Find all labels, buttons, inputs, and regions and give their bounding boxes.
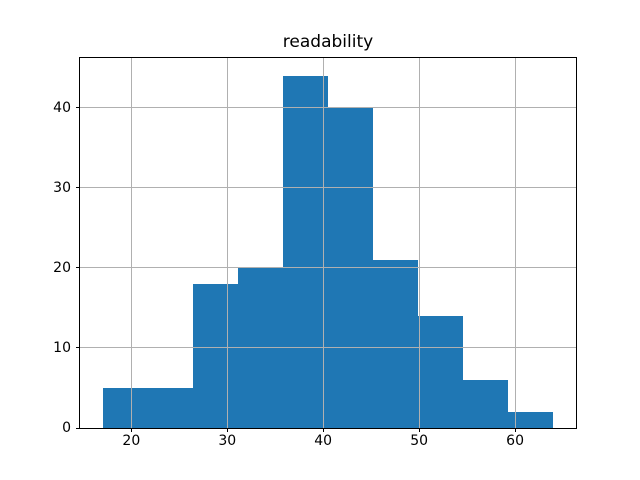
x-tick-mark: [130, 428, 132, 432]
gridline-vertical: [130, 58, 132, 428]
histogram-bar: [147, 387, 193, 428]
x-tick-label: 40: [314, 433, 333, 449]
y-tick-label: 20: [53, 259, 71, 276]
x-tick-mark: [418, 428, 420, 432]
x-tick-mark: [226, 428, 228, 432]
gridline-horizontal: [80, 187, 576, 189]
gridline-vertical: [514, 58, 516, 428]
y-tick-mark: [76, 347, 80, 349]
histogram-bar: [102, 387, 148, 428]
histogram-bar: [192, 283, 238, 428]
histogram-bar: [418, 315, 464, 428]
gridline-vertical: [418, 58, 420, 428]
y-tick-mark: [76, 427, 80, 429]
histogram-bar: [282, 75, 328, 428]
x-tick-mark: [514, 428, 516, 432]
y-tick-mark: [76, 187, 80, 189]
plot-area: [79, 57, 577, 429]
x-tick-label: 50: [410, 433, 429, 449]
y-tick-mark: [76, 267, 80, 269]
y-tick-mark: [76, 107, 80, 109]
x-tick-label: 60: [506, 433, 524, 449]
y-tick-label: 10: [53, 339, 71, 356]
histogram-bar: [463, 379, 509, 428]
gridline-horizontal: [80, 347, 576, 349]
y-tick-label: 40: [53, 99, 71, 116]
x-tick-label: 20: [122, 433, 141, 449]
gridline-vertical: [322, 58, 324, 428]
histogram-bar: [373, 259, 419, 428]
y-tick-label: 30: [53, 179, 71, 196]
x-tick-label: 30: [218, 433, 237, 449]
x-tick-mark: [322, 428, 324, 432]
histogram-bar: [508, 411, 554, 428]
gridline-vertical: [226, 58, 228, 428]
y-tick-label: 0: [62, 420, 71, 436]
gridline-horizontal: [80, 107, 576, 109]
chart-title: readability: [282, 32, 374, 52]
gridline-horizontal: [80, 267, 576, 269]
